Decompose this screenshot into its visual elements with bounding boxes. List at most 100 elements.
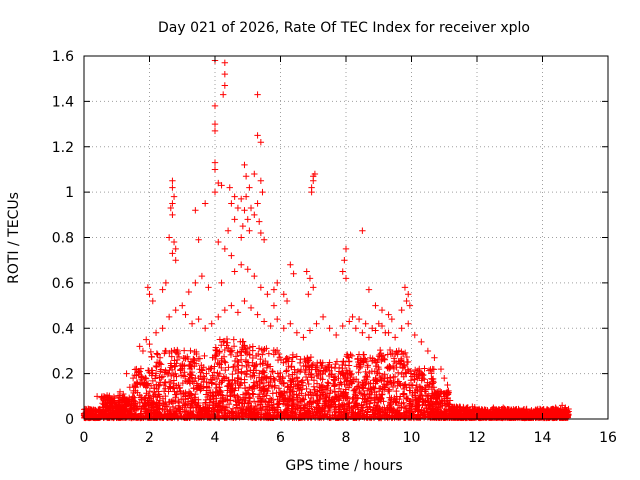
data-point — [161, 350, 168, 357]
data-point — [503, 411, 510, 419]
data-point — [413, 397, 420, 405]
data-point — [298, 397, 305, 405]
data-point — [151, 391, 159, 398]
data-point — [195, 399, 202, 407]
data-point — [130, 387, 137, 395]
data-point — [287, 320, 294, 327]
data-point — [400, 391, 408, 398]
data-point — [202, 396, 210, 404]
data-point — [318, 384, 325, 392]
data-point — [187, 374, 195, 381]
data-point — [264, 362, 271, 369]
data-point — [191, 362, 198, 370]
data-point — [195, 236, 202, 243]
data-point — [212, 381, 220, 388]
data-point — [224, 227, 232, 234]
data-point — [563, 411, 571, 418]
data-point — [320, 395, 328, 402]
data-point — [402, 381, 409, 388]
grid — [84, 56, 608, 419]
data-point — [249, 383, 257, 390]
data-point — [306, 275, 314, 282]
data-point — [315, 368, 322, 375]
data-point — [512, 407, 519, 414]
data-point — [393, 399, 400, 406]
data-point — [151, 412, 159, 420]
data-point — [440, 390, 448, 398]
data-point — [355, 369, 362, 376]
data-point — [231, 268, 238, 275]
data-point — [201, 200, 209, 207]
data-point — [431, 388, 439, 396]
data-point — [212, 353, 220, 360]
data-point — [339, 358, 347, 366]
data-point — [440, 390, 447, 397]
data-point — [238, 400, 245, 407]
data-point — [333, 414, 340, 421]
data-point — [433, 391, 440, 399]
data-point — [218, 379, 225, 386]
data-point — [211, 102, 219, 110]
data-point — [228, 200, 235, 207]
data-point — [183, 414, 191, 422]
data-point — [344, 352, 351, 360]
data-point — [259, 360, 266, 367]
data-point — [437, 399, 445, 407]
data-point — [215, 313, 222, 321]
data-point — [317, 374, 324, 382]
data-point — [212, 344, 220, 351]
data-point — [256, 395, 264, 402]
data-point — [239, 338, 246, 345]
data-point — [236, 405, 244, 412]
data-point — [180, 355, 187, 362]
data-point — [181, 401, 189, 408]
data-point — [305, 380, 312, 388]
data-point — [239, 391, 247, 398]
data-point — [157, 368, 164, 375]
data-point — [303, 359, 311, 366]
data-point — [253, 406, 261, 413]
data-point — [413, 414, 421, 422]
data-point — [242, 173, 250, 180]
data-point — [441, 407, 448, 415]
data-point — [394, 382, 401, 390]
data-point — [335, 375, 342, 382]
data-point — [254, 311, 261, 318]
data-point — [300, 334, 307, 341]
data-point — [350, 376, 358, 383]
data-point — [237, 376, 245, 383]
data-point — [362, 400, 370, 408]
data-point — [233, 402, 240, 409]
data-points — [80, 57, 572, 422]
data-point — [302, 392, 309, 399]
data-point — [161, 401, 168, 408]
data-point — [398, 325, 405, 332]
data-point — [405, 367, 413, 375]
data-point — [234, 204, 242, 212]
data-point — [359, 381, 367, 388]
data-point — [400, 385, 408, 393]
data-point — [254, 200, 261, 207]
data-point — [319, 370, 326, 378]
data-point — [104, 399, 111, 407]
data-point — [491, 411, 498, 418]
data-point — [223, 404, 231, 411]
data-point — [323, 402, 331, 409]
data-point — [131, 382, 139, 389]
data-point — [404, 366, 412, 373]
data-point — [220, 353, 228, 360]
data-point — [267, 373, 274, 380]
data-point — [317, 359, 324, 367]
data-point — [278, 390, 285, 397]
data-point — [198, 376, 206, 383]
data-point — [293, 353, 300, 360]
data-point — [282, 368, 290, 375]
data-point — [131, 394, 138, 401]
data-point — [384, 378, 392, 385]
data-point — [223, 413, 231, 420]
data-point — [562, 404, 569, 411]
data-point — [288, 381, 295, 388]
data-point — [453, 412, 460, 420]
data-point — [247, 204, 255, 212]
data-point — [356, 408, 364, 416]
